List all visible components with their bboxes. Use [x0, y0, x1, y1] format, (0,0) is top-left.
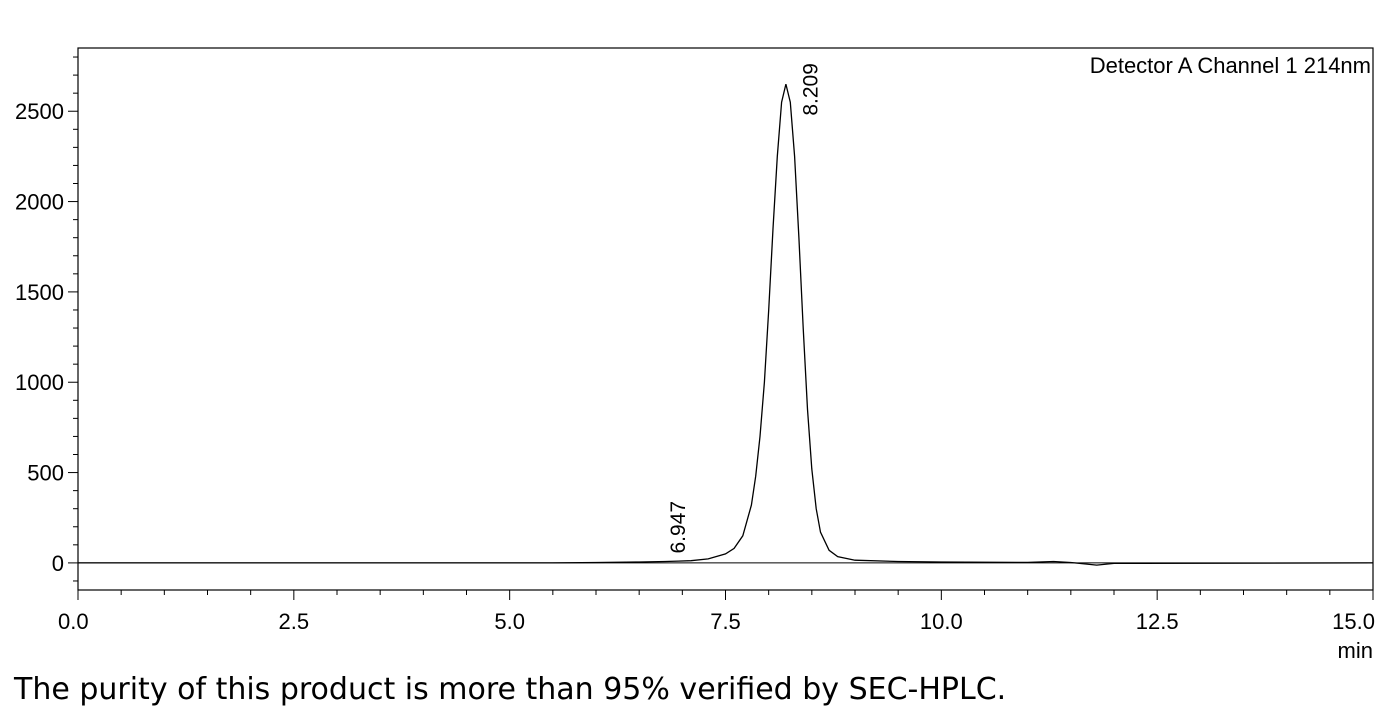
peak-labels: 6.947 8.209 — [667, 63, 823, 553]
x-tick-label: 10.0 — [920, 609, 963, 634]
y-tick-label: 2000 — [15, 190, 64, 215]
peak-label: 6.947 — [667, 501, 690, 554]
x-axis: 0.0 2.5 5.0 7.5 10.0 12.5 15.0 — [58, 590, 1375, 634]
y-tick-label: 1000 — [15, 370, 64, 395]
peak-label: 8.209 — [800, 63, 823, 116]
x-tick-label: 12.5 — [1136, 609, 1179, 634]
chromatogram-trace — [78, 83, 1374, 566]
chromatogram-chart: 0 500 1000 1500 2000 2500 0.0 2.5 5.0 7.5 10.0 12.… — [15, 47, 1375, 663]
y-tick-label: 2500 — [15, 99, 64, 124]
y-tick-label: 1500 — [15, 280, 64, 305]
detector-label: Detector A Channel 1 214nm — [1090, 53, 1371, 78]
y-axis: 0 500 1000 1500 2000 2500 — [15, 56, 78, 582]
x-tick-label: 7.5 — [710, 609, 741, 634]
y-tick-label: 0 — [52, 551, 64, 576]
plot-frame — [77, 47, 1374, 591]
purity-caption: The purity of this product is more than … — [14, 672, 1007, 707]
x-tick-label: 15.0 — [1332, 609, 1375, 634]
x-tick-label: 2.5 — [279, 609, 310, 634]
x-axis-unit: min — [1338, 638, 1373, 663]
y-tick-label: 500 — [27, 461, 64, 486]
x-tick-label: 5.0 — [494, 609, 525, 634]
x-tick-label: 0.0 — [58, 609, 89, 634]
